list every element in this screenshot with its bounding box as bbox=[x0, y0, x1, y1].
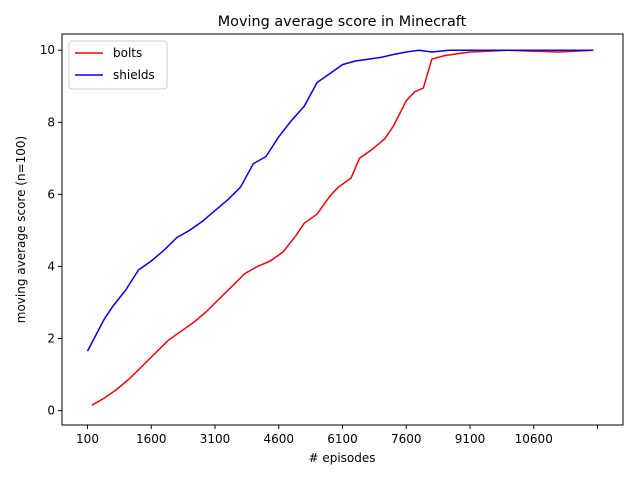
legend: bolts shields bbox=[68, 40, 168, 90]
x-tick-label: 4600 bbox=[263, 432, 294, 446]
y-tick-label: 8 bbox=[47, 115, 55, 129]
x-tick-label: 6100 bbox=[327, 432, 358, 446]
x-tick-label: 10600 bbox=[515, 432, 553, 446]
chart-title: Moving average score in Minecraft bbox=[218, 14, 467, 30]
y-tick-label: 4 bbox=[47, 259, 55, 273]
series-layer bbox=[86, 49, 594, 406]
x-tick-label: 100 bbox=[76, 432, 99, 446]
x-tick-label: 9100 bbox=[455, 432, 486, 446]
x-tick-label: 3100 bbox=[200, 432, 231, 446]
y-tick-label: 10 bbox=[40, 43, 55, 57]
y-axis-ticks: 0 2 4 6 8 10 bbox=[40, 43, 62, 418]
x-tick-label: 7600 bbox=[391, 432, 422, 446]
x-axis-label: # episodes bbox=[308, 451, 375, 465]
y-axis-label: moving average score (n=100) bbox=[14, 136, 28, 323]
plot-frame bbox=[61, 33, 624, 426]
legend-label-shields: shields bbox=[113, 68, 155, 82]
legend-label-bolts: bolts bbox=[113, 46, 142, 60]
x-axis-ticks: 100 1600 3100 4600 6100 7600 9100 10600 bbox=[76, 425, 598, 446]
y-tick-label: 0 bbox=[47, 404, 55, 418]
y-tick-label: 2 bbox=[47, 332, 55, 346]
series-line-shields bbox=[86, 49, 594, 352]
series-line-bolts bbox=[91, 49, 594, 406]
y-tick-label: 6 bbox=[47, 187, 55, 201]
x-tick-label: 1600 bbox=[136, 432, 167, 446]
